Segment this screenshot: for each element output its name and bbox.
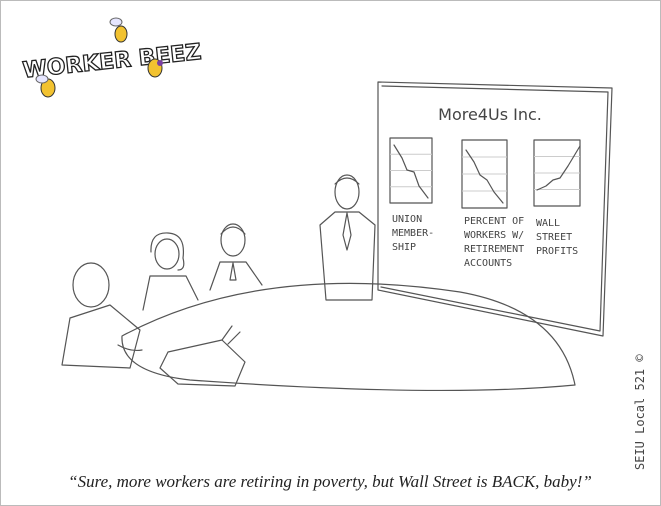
credit: SEIU Local 521 © xyxy=(633,354,647,470)
chart-label: PROFITS xyxy=(536,246,578,257)
chart-label: UNION xyxy=(392,214,422,225)
chart-label: ACCOUNTS xyxy=(464,258,512,269)
chart-label: MEMBER- xyxy=(392,228,434,239)
chart-label: SHIP xyxy=(392,242,416,253)
caption: “Sure, more workers are retiring in pove… xyxy=(68,472,592,491)
bee-wing xyxy=(110,18,122,26)
bee-head xyxy=(157,60,163,66)
chart-label: RETIREMENT xyxy=(464,244,524,255)
chart-label: WORKERS W/ xyxy=(464,230,524,241)
chart-label: STREET xyxy=(536,232,572,243)
cartoon: WORKER BEEZ More4Us Inc. UNIONMEMBER-SHI… xyxy=(0,0,661,506)
chart-label: PERCENT OF xyxy=(464,216,524,227)
bee xyxy=(115,26,127,42)
chart-label: WALL xyxy=(536,218,560,229)
board-title: More4Us Inc. xyxy=(438,105,542,124)
bee-wing xyxy=(36,75,48,83)
